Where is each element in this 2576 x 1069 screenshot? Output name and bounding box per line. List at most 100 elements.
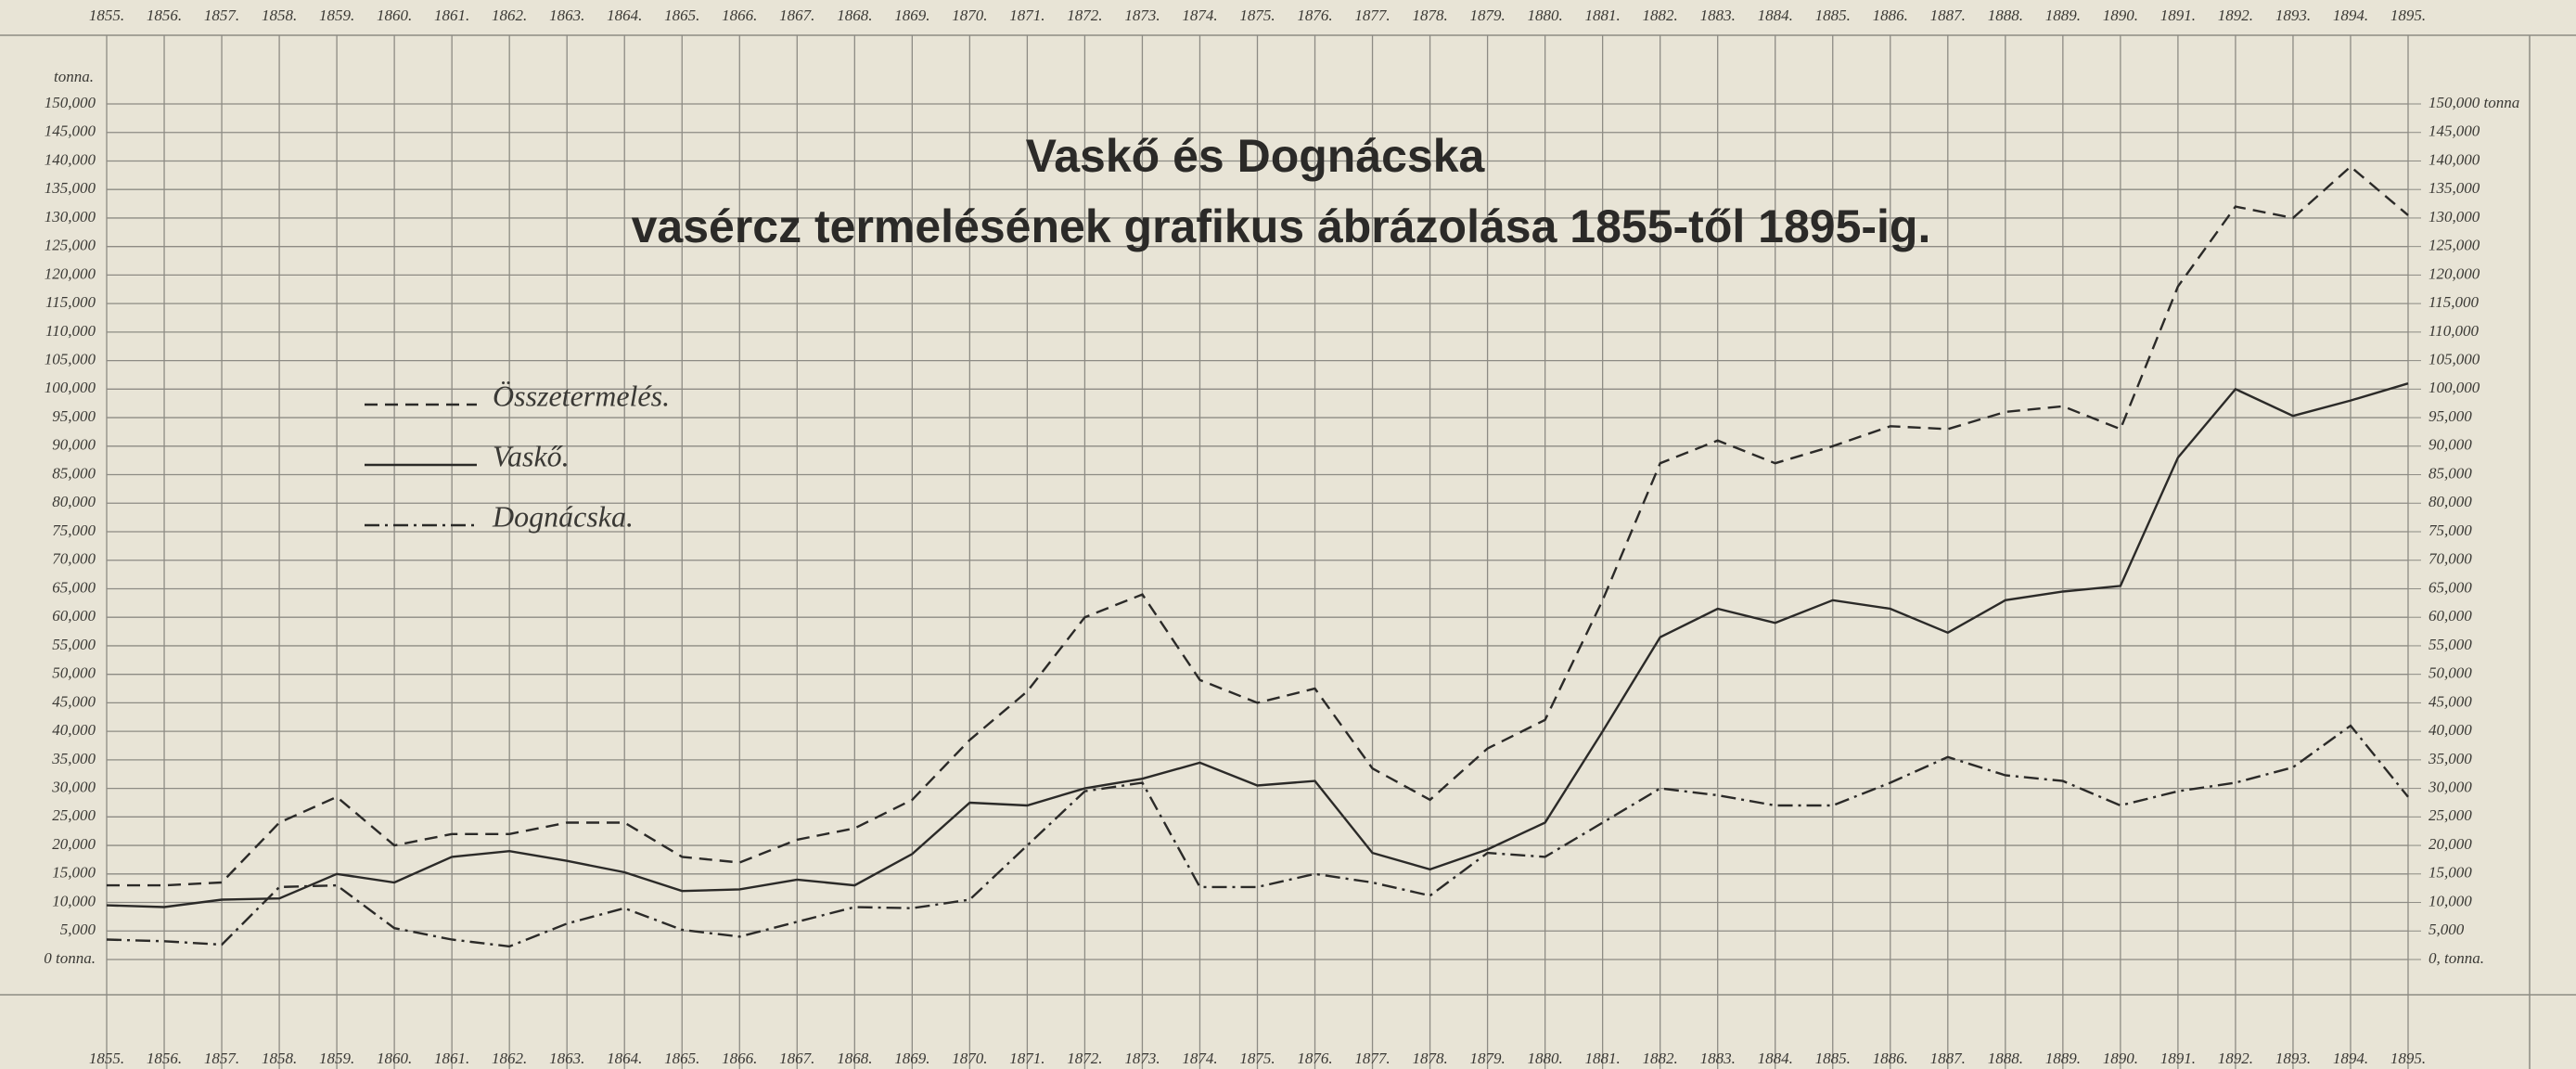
y-tick-label: 65,000 <box>52 578 96 596</box>
x-tick-label: 1871. <box>1009 1050 1044 1067</box>
y-tick-label: 40,000 <box>52 721 96 739</box>
y2-tick-label: 50,000 <box>2429 664 2472 682</box>
y2-tick-label: 110,000 <box>2429 322 2479 340</box>
x-tick-label: 1876. <box>1297 1050 1332 1067</box>
y2-tick-label: 75,000 <box>2429 522 2472 539</box>
x-tick-label: 1875. <box>1239 6 1275 24</box>
y-tick-label: 10,000 <box>52 892 96 909</box>
x-tick-label: 1885. <box>1815 6 1851 24</box>
x-tick-label: 1887. <box>1930 1050 1966 1067</box>
x-tick-label: 1868. <box>837 6 872 24</box>
x-tick-label: 1895. <box>2390 6 2426 24</box>
x-tick-label: 1874. <box>1182 1050 1217 1067</box>
y2-tick-label: 115,000 <box>2429 293 2479 311</box>
y-tick-label: 85,000 <box>52 464 96 482</box>
x-tick-label: 1855. <box>89 6 124 24</box>
y-axis-label: tonna. <box>54 68 94 85</box>
y2-tick-label: 25,000 <box>2429 806 2472 824</box>
y2-tick-label: 135,000 <box>2429 179 2480 197</box>
x-tick-label: 1878. <box>1412 1050 1447 1067</box>
y2-tick-label: 125,000 <box>2429 237 2480 254</box>
x-tick-label: 1884. <box>1758 6 1793 24</box>
x-tick-label: 1864. <box>607 6 642 24</box>
x-tick-label: 1866. <box>722 1050 757 1067</box>
x-tick-label: 1861. <box>434 1050 469 1067</box>
series-line <box>107 165 2409 887</box>
x-tick-label: 1890. <box>2103 6 2138 24</box>
x-tick-label: 1860. <box>377 6 412 24</box>
y2-tick-label: 15,000 <box>2429 864 2472 882</box>
y-tick-label: 75,000 <box>52 522 96 539</box>
y-tick-label: 95,000 <box>52 407 96 425</box>
y2-tick-label: 90,000 <box>2429 436 2472 454</box>
y2-tick-label: 80,000 <box>2429 493 2472 510</box>
x-tick-label: 1886. <box>1873 6 1908 24</box>
x-tick-label: 1879. <box>1469 6 1505 24</box>
y2-tick-label: 105,000 <box>2429 351 2480 368</box>
x-tick-label: 1869. <box>894 6 929 24</box>
y-tick-label: 45,000 <box>52 692 96 710</box>
y2-tick-label: 30,000 <box>2428 779 2472 796</box>
x-tick-label: 1858. <box>262 1050 297 1067</box>
legend-label: Dognácska. <box>492 499 634 533</box>
x-tick-label: 1882. <box>1643 1050 1678 1067</box>
series-line <box>106 382 2409 908</box>
x-tick-label: 1892. <box>2218 1050 2253 1067</box>
y-tick-label: 50,000 <box>52 664 96 682</box>
x-tick-label: 1893. <box>2275 6 2311 24</box>
y2-tick-label: 55,000 <box>2429 636 2472 653</box>
x-tick-label: 1877. <box>1354 1050 1390 1067</box>
x-tick-label: 1868. <box>837 1050 872 1067</box>
x-tick-label: 1873. <box>1124 6 1160 24</box>
x-tick-label: 1877. <box>1354 6 1390 24</box>
y2-tick-label: 35,000 <box>2428 750 2472 767</box>
y2-tick-label: 5,000 <box>2429 921 2465 938</box>
y2-tick-label: 70,000 <box>2429 550 2472 568</box>
x-tick-label: 1856. <box>147 6 182 24</box>
x-tick-label: 1882. <box>1643 6 1678 24</box>
x-tick-label: 1862. <box>492 6 527 24</box>
x-tick-label: 1894. <box>2333 1050 2368 1067</box>
x-tick-label: 1872. <box>1067 1050 1102 1067</box>
y-tick-label: 120,000 <box>45 264 96 282</box>
x-tick-label: 1884. <box>1758 1050 1793 1067</box>
y2-tick-label: 145,000 <box>2429 122 2480 140</box>
x-tick-label: 1894. <box>2333 6 2368 24</box>
x-tick-label: 1883. <box>1700 6 1736 24</box>
x-tick-label: 1895. <box>2390 1050 2426 1067</box>
x-tick-label: 1893. <box>2275 1050 2311 1067</box>
x-tick-label: 1856. <box>147 1050 182 1067</box>
y-tick-label: 140,000 <box>45 150 96 168</box>
x-tick-label: 1861. <box>434 6 469 24</box>
y2-tick-label: 120,000 <box>2429 264 2480 282</box>
x-tick-label: 1873. <box>1124 1050 1160 1067</box>
y2-tick-label: 40,000 <box>2429 721 2472 739</box>
x-tick-label: 1859. <box>319 6 354 24</box>
x-tick-label: 1857. <box>204 6 239 24</box>
y-tick-label: 20,000 <box>52 835 96 853</box>
x-tick-label: 1864. <box>607 1050 642 1067</box>
x-tick-label: 1891. <box>2160 6 2196 24</box>
x-tick-label: 1880. <box>1528 1050 1563 1067</box>
x-tick-label: 1881. <box>1585 1050 1621 1067</box>
x-tick-label: 1870. <box>952 6 987 24</box>
y2-tick-label: 85,000 <box>2429 464 2472 482</box>
x-tick-label: 1857. <box>204 1050 239 1067</box>
y2-tick-label: 140,000 <box>2429 150 2480 168</box>
y-tick-label: 130,000 <box>45 208 96 225</box>
x-tick-label: 1870. <box>952 1050 987 1067</box>
y-tick-label: 80,000 <box>52 493 96 510</box>
y-tick-label: 110,000 <box>45 322 96 340</box>
x-tick-label: 1872. <box>1067 6 1102 24</box>
y-tick-label: 115,000 <box>45 293 96 311</box>
x-tick-label: 1885. <box>1815 1050 1851 1067</box>
x-tick-label: 1892. <box>2218 6 2253 24</box>
y2-tick-label: 65,000 <box>2429 578 2472 596</box>
y-tick-label: 30,000 <box>51 779 96 796</box>
y-tick-label: 145,000 <box>45 122 96 140</box>
x-tick-label: 1874. <box>1182 6 1217 24</box>
y2-tick-label: 45,000 <box>2429 692 2472 710</box>
y-tick-label: 100,000 <box>45 379 96 396</box>
x-tick-label: 1855. <box>89 1050 124 1067</box>
